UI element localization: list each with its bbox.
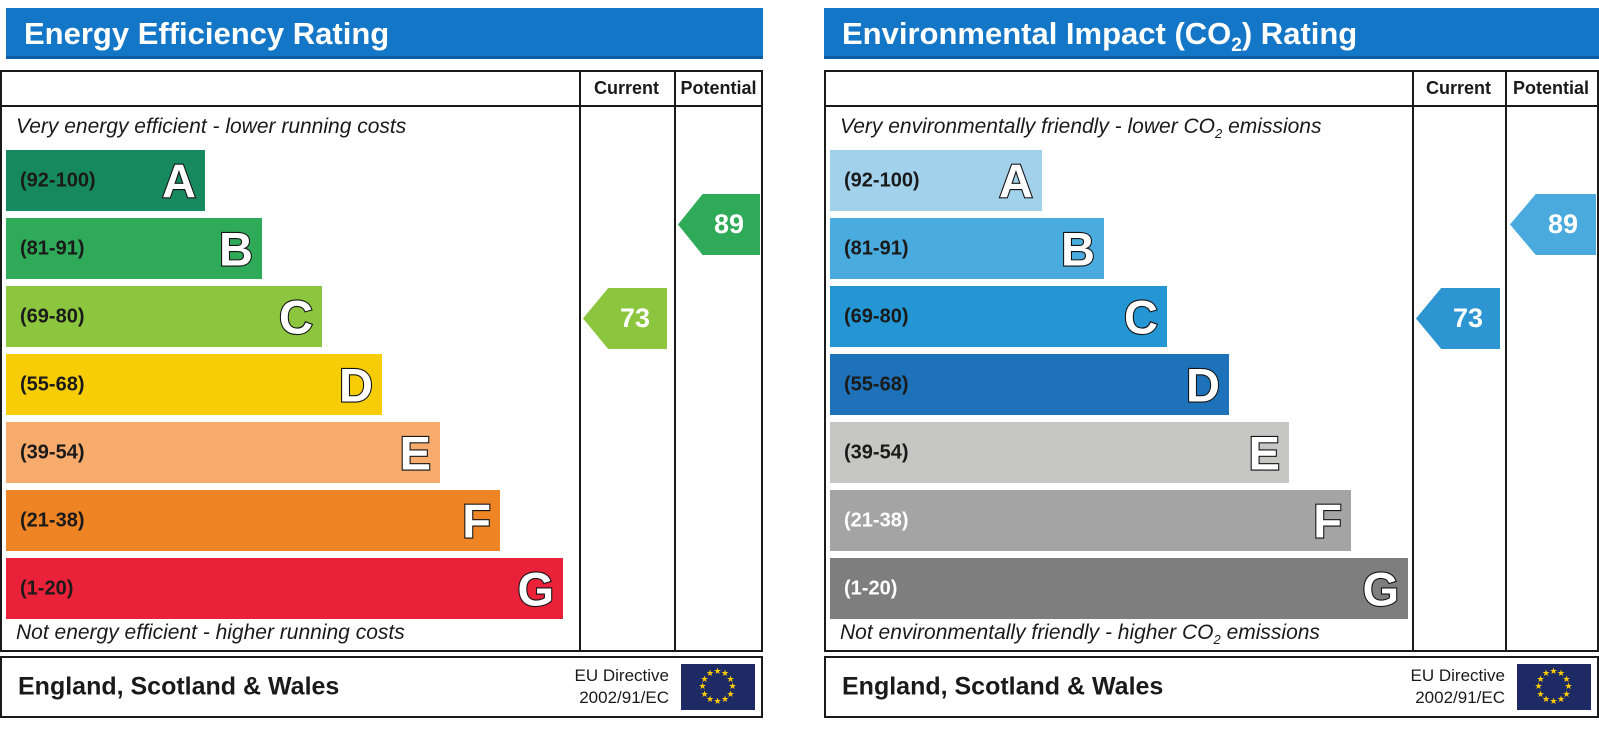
band-d: (55-68) D: [830, 354, 1229, 415]
footer: England, Scotland & Wales EU Directive 20…: [0, 656, 763, 718]
band-grade-letter: D: [1185, 358, 1221, 411]
eu-flag-icon: ★ ★ ★ ★ ★ ★ ★ ★ ★ ★ ★ ★: [1517, 664, 1591, 710]
band-range-label: (69-80): [20, 305, 85, 327]
current-column-divider: [1412, 72, 1414, 650]
co2-rating-table: Current Potential Very environmentally f…: [824, 70, 1599, 652]
band-range-label: (69-80): [844, 305, 909, 327]
footer: England, Scotland & Wales EU Directive 20…: [824, 656, 1599, 718]
potential-column-header: Potential: [680, 78, 757, 98]
band-grade-letter: G: [1361, 562, 1400, 615]
region-label: England, Scotland & Wales: [18, 672, 340, 701]
band-grade-letter: A: [161, 154, 197, 207]
potential-rating-value: 89: [713, 209, 745, 239]
band-grade-letter: G: [516, 562, 555, 615]
panel-title: Energy Efficiency Rating: [24, 16, 390, 51]
band-range-label: (92-100): [20, 169, 96, 191]
current-column-header: Current: [1425, 78, 1491, 98]
band-range-label: (21-38): [844, 509, 909, 531]
band-a: (92-100) A: [6, 150, 205, 211]
band-a: (92-100) A: [830, 150, 1042, 211]
header-row-divider: [2, 105, 761, 107]
eu-directive-label: EU Directive 2002/91/EC: [574, 665, 669, 707]
eu-directive-label: EU Directive 2002/91/EC: [1410, 665, 1505, 707]
band-grade-letter: F: [1312, 494, 1343, 547]
potential-column-divider: [674, 72, 676, 650]
band-range-label: (81-91): [20, 237, 85, 259]
potential-rating-arrow: 89: [678, 194, 760, 255]
band-grade-letter: D: [338, 358, 374, 411]
region-label: England, Scotland & Wales: [842, 672, 1164, 701]
top-note: Very environmentally friendly - lower CO…: [840, 115, 1322, 142]
band-range-label: (39-54): [844, 441, 909, 463]
current-column-divider: [579, 72, 581, 650]
band-grade-letter: A: [998, 154, 1034, 207]
band-grade-letter: B: [1060, 222, 1096, 275]
current-column-header: Current: [593, 78, 659, 98]
band-range-label: (39-54): [20, 441, 85, 463]
band-range-label: (92-100): [844, 169, 920, 191]
band-f: (21-38) F: [6, 490, 500, 551]
band-grade-letter: B: [218, 222, 254, 275]
band-grade-letter: E: [399, 426, 433, 479]
current-rating-arrow: 73: [1416, 288, 1500, 349]
band-range-label: (55-68): [844, 373, 909, 395]
band-b: (81-91) B: [6, 218, 262, 279]
band-e: (39-54) E: [6, 422, 440, 483]
energy-title-bar: Energy Efficiency Rating: [6, 8, 763, 59]
potential-rating-arrow: 89: [1510, 194, 1596, 255]
energy-rating-table: Current Potential Very energy efficient …: [0, 70, 763, 652]
band-grade-letter: F: [461, 494, 492, 547]
panel-energy-efficiency: Energy Efficiency Rating Current Potenti…: [0, 0, 763, 718]
band-range-label: (81-91): [844, 237, 909, 259]
current-rating-arrow: 73: [583, 288, 667, 349]
panel-title: Environmental Impact (CO2) Rating: [842, 16, 1358, 57]
band-e: (39-54) E: [830, 422, 1289, 483]
band-grade-letter: C: [278, 290, 314, 343]
band-d: (55-68) D: [6, 354, 382, 415]
co2-title-bar: Environmental Impact (CO2) Rating: [824, 8, 1599, 59]
eu-flag-icon: ★ ★ ★ ★ ★ ★ ★ ★ ★ ★ ★ ★: [681, 664, 755, 710]
band-f: (21-38) F: [830, 490, 1351, 551]
band-c: (69-80) C: [830, 286, 1167, 347]
band-range-label: (1-20): [844, 577, 898, 599]
band-b: (81-91) B: [830, 218, 1104, 279]
potential-rating-value: 89: [1547, 209, 1579, 239]
potential-column-header: Potential: [1512, 78, 1589, 98]
bottom-note: Not energy efficient - higher running co…: [16, 621, 405, 644]
header-row-divider: [826, 105, 1597, 107]
panel-environmental-impact: Environmental Impact (CO2) Rating Curren…: [824, 0, 1599, 718]
band-g: (1-20) G: [6, 558, 563, 619]
current-rating-value: 73: [619, 303, 651, 333]
band-range-label: (21-38): [20, 509, 85, 531]
band-grade-letter: E: [1248, 426, 1282, 479]
top-note: Very energy efficient - lower running co…: [16, 115, 407, 138]
band-g: (1-20) G: [830, 558, 1408, 619]
potential-column-divider: [1505, 72, 1507, 650]
band-grade-letter: C: [1123, 290, 1159, 343]
band-range-label: (1-20): [20, 577, 74, 599]
band-c: (69-80) C: [6, 286, 322, 347]
band-range-label: (55-68): [20, 373, 85, 395]
current-rating-value: 73: [1452, 303, 1484, 333]
bottom-note: Not environmentally friendly - higher CO…: [840, 621, 1320, 648]
